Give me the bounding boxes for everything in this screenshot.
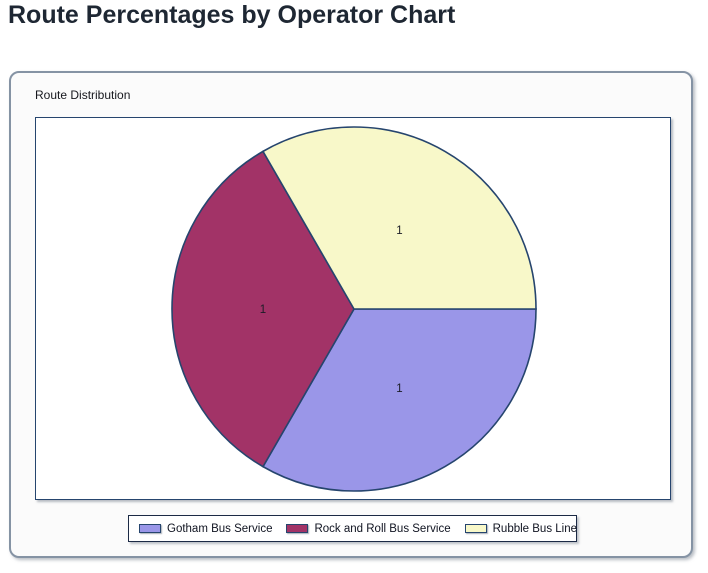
pie-chart-area: 1 1 1 bbox=[35, 117, 671, 500]
legend-swatch-rubble bbox=[464, 524, 487, 533]
legend-item-gotham[interactable]: Gotham Bus Service bbox=[139, 523, 272, 535]
legend-label: Rock and Roll Bus Service bbox=[314, 522, 451, 535]
pie-slice-0[interactable] bbox=[261, 308, 537, 492]
chart-legend: Gotham Bus Service Rock and Roll Bus Ser… bbox=[128, 515, 577, 542]
pie-slice-2[interactable] bbox=[261, 126, 537, 310]
pie-svg: 1 1 1 bbox=[171, 126, 537, 492]
route-distribution-panel: Route Distribution 1 1 1 Gotham Bus Servic… bbox=[9, 71, 693, 558]
group-label: Route Distribution bbox=[35, 88, 131, 102]
legend-label: Gotham Bus Service bbox=[167, 522, 273, 535]
legend-swatch-gotham bbox=[139, 524, 161, 533]
page-title: Route Percentages by Operator Chart bbox=[8, 1, 456, 29]
legend-swatch-rock-and-roll bbox=[286, 524, 309, 533]
pie-slice-label-1: 1 bbox=[260, 304, 266, 316]
pie-slice-label-2: 1 bbox=[396, 225, 402, 237]
legend-label: Rubble Bus Line bbox=[492, 522, 578, 535]
legend-item-rubble[interactable]: Rubble Bus Line bbox=[464, 522, 578, 535]
legend-item-rock-and-roll[interactable]: Rock and Roll Bus Service bbox=[286, 522, 451, 535]
pie-slice-label-0: 1 bbox=[396, 383, 402, 395]
